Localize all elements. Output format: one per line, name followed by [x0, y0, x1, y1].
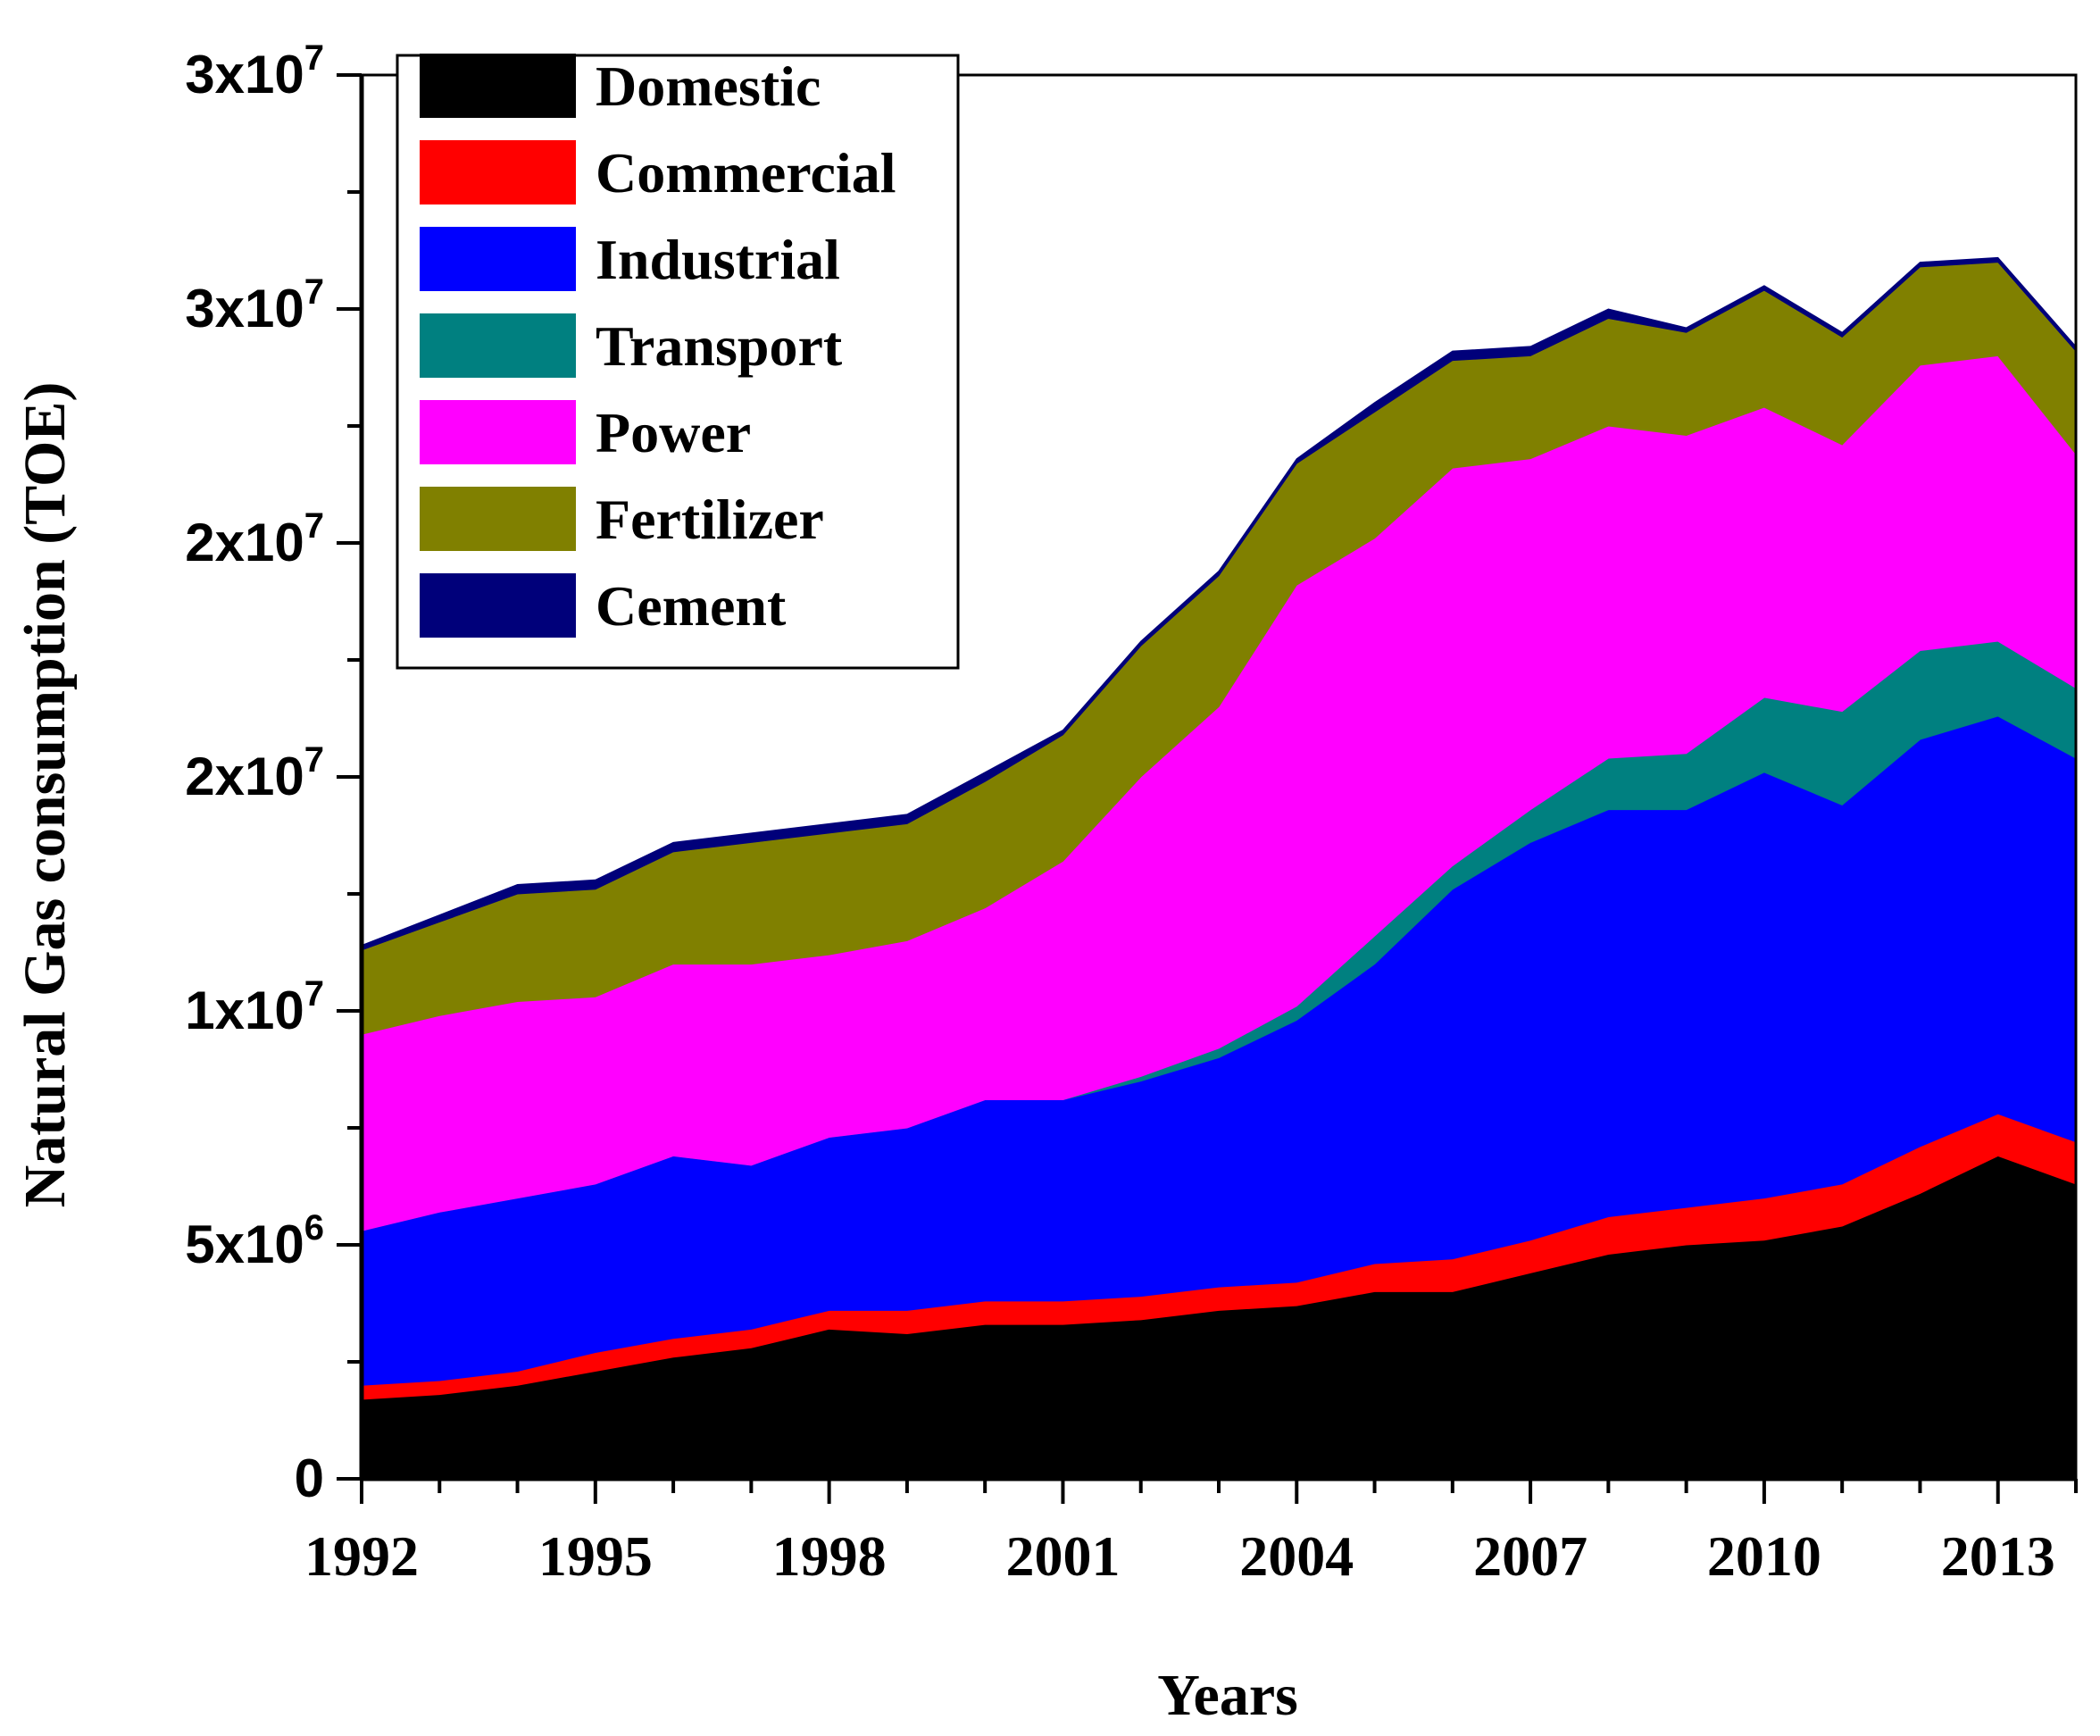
legend-swatch-power — [420, 400, 576, 464]
legend-label-industrial: Industrial — [596, 228, 840, 291]
x-tick-label: 1992 — [304, 1524, 419, 1588]
legend-label-fertilizer: Fertilizer — [596, 488, 824, 551]
y-tick-label: 2x107 — [185, 506, 324, 572]
legend-swatch-industrial — [420, 227, 576, 291]
y-tick-label: 0 — [295, 1448, 324, 1508]
legend-swatch-cement — [420, 573, 576, 638]
legend-label-domestic: Domestic — [596, 54, 821, 118]
legend-label-transport: Transport — [596, 314, 843, 378]
legend-label-power: Power — [596, 401, 751, 464]
legend: Domestic Commercial Industrial Transport Pow… — [396, 54, 960, 670]
x-tick-label: 1998 — [772, 1524, 887, 1588]
x-axis-title: Years — [1157, 1663, 1298, 1728]
x-tick-label: 2013 — [1941, 1524, 2055, 1588]
x-tick-label: 2001 — [1005, 1524, 1120, 1588]
legend-swatch-domestic — [420, 54, 576, 118]
x-tick-label: 2007 — [1473, 1524, 1588, 1588]
y-tick-label: 3x107 — [185, 38, 324, 104]
legend-label-cement: Cement — [596, 574, 787, 638]
y-axis-title: Natural Gas consumption (TOE) — [12, 382, 78, 1208]
y-axis: 0 5x106 1x107 2x107 2x107 3x107 3x107 — [185, 38, 364, 1508]
legend-swatch-fertilizer — [420, 487, 576, 551]
legend-swatch-commercial — [420, 140, 576, 204]
series-areas — [361, 256, 2077, 1480]
x-tick-label: 2004 — [1239, 1524, 1354, 1588]
legend-label-commercial: Commercial — [596, 141, 896, 204]
y-tick-label: 2x107 — [185, 740, 324, 806]
y-tick-label: 1x107 — [185, 974, 324, 1040]
y-tick-label: 5x106 — [185, 1208, 324, 1274]
x-tick-label: 1995 — [538, 1524, 653, 1588]
x-axis: 1992 1995 1998 2001 2004 2007 2010 2013 — [304, 1476, 2078, 1588]
x-tick-label: 2010 — [1707, 1524, 1821, 1588]
legend-swatch-transport — [420, 313, 576, 378]
y-tick-label: 3x107 — [185, 272, 324, 338]
